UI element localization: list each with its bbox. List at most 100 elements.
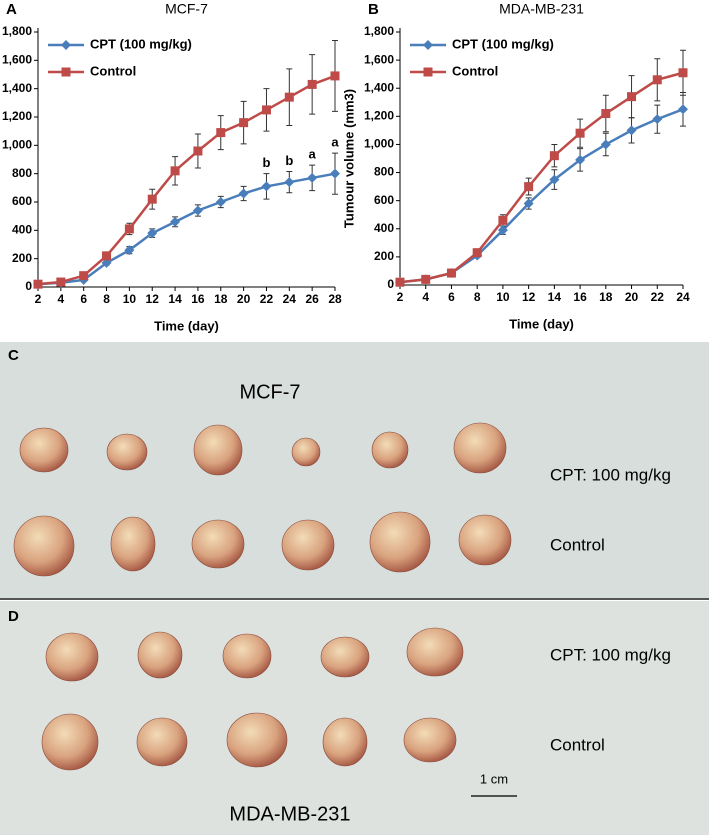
x-axis-label: Time (day) bbox=[154, 318, 219, 333]
x-tick-label: 16 bbox=[573, 290, 587, 304]
x-tick-label: 2 bbox=[397, 290, 404, 304]
tumour bbox=[106, 433, 148, 471]
marker bbox=[170, 166, 180, 176]
marker bbox=[147, 194, 157, 204]
y-tick-label: 1,600 bbox=[2, 53, 32, 67]
marker bbox=[284, 92, 294, 102]
x-tick-label: 14 bbox=[548, 290, 562, 304]
legend-label: CPT (100 mg/kg) bbox=[452, 36, 554, 51]
tumour bbox=[226, 712, 288, 768]
x-tick-label: 8 bbox=[474, 290, 481, 304]
marker bbox=[575, 128, 585, 138]
tumour bbox=[369, 511, 431, 573]
tumour bbox=[136, 717, 188, 767]
marker bbox=[307, 79, 317, 89]
panel-label: C bbox=[8, 347, 19, 364]
x-tick-label: 20 bbox=[237, 292, 251, 306]
x-tick-label: 20 bbox=[625, 290, 639, 304]
y-tick-label: 0 bbox=[387, 277, 394, 291]
legend-label: CPT (100 mg/kg) bbox=[90, 36, 192, 51]
tumour bbox=[191, 519, 245, 569]
row-label: Control bbox=[550, 735, 605, 754]
x-tick-label: 28 bbox=[328, 292, 342, 306]
legend-marker bbox=[423, 40, 433, 50]
tumour bbox=[45, 632, 99, 682]
marker bbox=[523, 198, 534, 209]
marker bbox=[33, 279, 43, 289]
x-axis-label: Time (day) bbox=[509, 316, 574, 331]
annotation: a bbox=[331, 135, 339, 150]
marker bbox=[549, 174, 560, 185]
annotation: b bbox=[262, 155, 270, 170]
x-tick-label: 8 bbox=[103, 292, 110, 306]
tumour bbox=[291, 437, 321, 467]
annotation: a bbox=[309, 147, 317, 162]
photo-bg bbox=[0, 601, 709, 835]
marker bbox=[678, 104, 688, 115]
marker bbox=[102, 251, 112, 261]
tumour bbox=[371, 431, 409, 469]
tumour bbox=[222, 633, 272, 679]
marker bbox=[239, 118, 249, 128]
marker bbox=[524, 182, 534, 192]
row-label: Control bbox=[550, 535, 605, 554]
y-tick-label: 800 bbox=[374, 165, 394, 179]
legend-marker bbox=[61, 40, 71, 50]
marker bbox=[549, 151, 559, 161]
marker bbox=[261, 105, 271, 115]
x-tick-label: 18 bbox=[214, 292, 228, 306]
marker bbox=[395, 277, 405, 287]
x-tick-label: 10 bbox=[496, 290, 510, 304]
marker bbox=[446, 268, 456, 278]
legend-label: Control bbox=[452, 63, 498, 78]
y-tick-label: 1,000 bbox=[2, 138, 32, 152]
marker bbox=[652, 114, 663, 125]
marker bbox=[575, 154, 586, 165]
tumour bbox=[458, 514, 512, 566]
panel-label: A bbox=[6, 1, 17, 18]
y-tick-label: 1,800 bbox=[2, 24, 32, 38]
marker bbox=[330, 168, 340, 179]
row-label: CPT: 100 mg/kg bbox=[550, 645, 671, 664]
y-axis-label: Tumour volume (mm3) bbox=[341, 89, 356, 228]
tumour bbox=[41, 713, 99, 771]
marker bbox=[215, 197, 226, 207]
panel-label: B bbox=[368, 1, 379, 18]
marker bbox=[307, 172, 318, 183]
marker bbox=[627, 92, 637, 102]
panel-label: D bbox=[8, 608, 19, 625]
x-tick-label: 22 bbox=[651, 290, 665, 304]
row-label: CPT: 100 mg/kg bbox=[550, 465, 671, 484]
tumour bbox=[13, 515, 75, 577]
marker bbox=[601, 109, 611, 119]
marker bbox=[79, 271, 89, 281]
y-tick-label: 1,200 bbox=[364, 109, 394, 123]
marker bbox=[421, 274, 431, 284]
tumour bbox=[110, 516, 156, 572]
marker bbox=[498, 215, 508, 225]
y-tick-label: 0 bbox=[25, 279, 32, 293]
marker bbox=[216, 128, 226, 138]
marker bbox=[147, 228, 158, 239]
marker bbox=[56, 277, 66, 287]
y-tick-label: 400 bbox=[12, 223, 32, 237]
panel-title: MCF-7 bbox=[239, 381, 300, 403]
x-tick-label: 4 bbox=[58, 292, 65, 306]
series-line bbox=[399, 71, 684, 284]
marker bbox=[330, 71, 340, 81]
scale-label: 1 cm bbox=[480, 771, 508, 786]
tumour bbox=[406, 627, 464, 677]
marker bbox=[497, 225, 508, 236]
marker bbox=[261, 181, 272, 192]
chart-title: MDA-MB-231 bbox=[499, 1, 584, 17]
tumour bbox=[281, 519, 335, 571]
tumour bbox=[322, 717, 368, 767]
chart-title: MCF-7 bbox=[165, 1, 208, 17]
marker bbox=[238, 188, 249, 199]
marker bbox=[192, 205, 203, 216]
y-tick-label: 600 bbox=[12, 194, 32, 208]
x-tick-label: 26 bbox=[305, 292, 319, 306]
y-tick-label: 1,000 bbox=[364, 137, 394, 151]
